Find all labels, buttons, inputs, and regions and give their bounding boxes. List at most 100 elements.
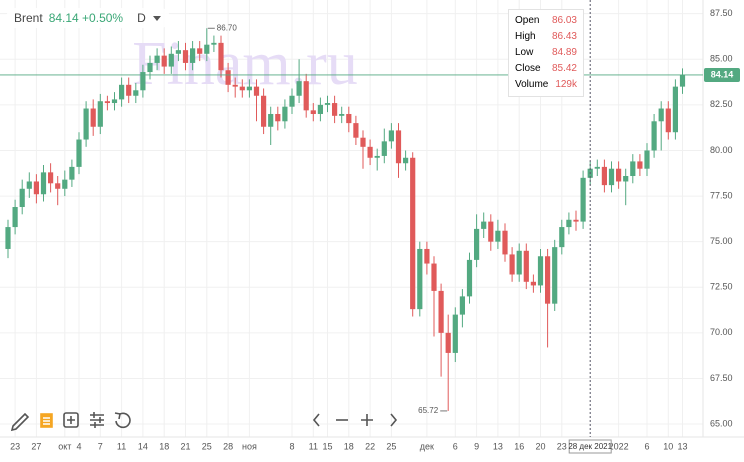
candle-body <box>197 48 203 54</box>
y-tick-label: 77.50 <box>710 190 733 200</box>
candle-body <box>403 157 409 164</box>
candle-body <box>90 108 96 127</box>
x-tick-label: 23 <box>557 441 567 451</box>
candle-body <box>594 166 600 169</box>
y-tick-label: 75.00 <box>710 236 733 246</box>
tooltip-label: Volume <box>515 79 549 90</box>
candle-body <box>367 146 373 158</box>
candle-body <box>204 44 210 54</box>
y-tick-label: 80.00 <box>710 145 733 155</box>
candle-body <box>253 86 260 96</box>
x-tick-label: 11 <box>117 441 126 451</box>
tooltip-row: Volume 129k <box>509 77 583 93</box>
x-tick-label: 2022 <box>609 441 629 451</box>
notes-tool[interactable] <box>40 413 53 428</box>
candle-body <box>459 296 465 315</box>
candle-body <box>154 55 160 63</box>
candle-body <box>679 74 686 87</box>
last-price-label: 84.14 <box>711 69 734 79</box>
y-tick-label: 67.50 <box>710 373 733 383</box>
symbol-header[interactable]: Brent 84.14 +0.50% D <box>6 8 170 28</box>
zoom-in[interactable] <box>361 414 373 426</box>
candle-body <box>388 130 394 142</box>
candle-body <box>608 168 615 186</box>
pencil-tool[interactable] <box>10 412 30 432</box>
candle-body <box>623 176 629 182</box>
reset-tool[interactable] <box>114 412 131 429</box>
tooltip-row: Low 84.89 <box>509 45 583 61</box>
candle-body <box>62 179 68 189</box>
y-tick-label: 87.50 <box>710 8 733 18</box>
symbol: Brent <box>14 11 43 25</box>
candle-body <box>69 166 75 180</box>
candle-body <box>537 256 544 286</box>
settings-tool[interactable] <box>90 412 104 428</box>
tooltip-row: High 86.43 <box>509 29 583 45</box>
candle-body <box>395 130 402 164</box>
candle-body <box>175 50 181 54</box>
candle-body <box>76 139 82 167</box>
y-tick-label: 85.00 <box>710 54 733 64</box>
y-tick-label: 82.50 <box>710 99 733 109</box>
x-tick-label: 11 <box>309 441 318 451</box>
candles <box>5 28 686 411</box>
candle-body <box>438 290 444 333</box>
candle-body <box>559 227 565 248</box>
x-tick-label: 13 <box>677 441 687 451</box>
tooltip-label: Low <box>515 47 534 58</box>
low-annotation: 65.72 <box>418 406 439 415</box>
candle-body <box>296 81 302 96</box>
candle-body <box>502 230 508 255</box>
candle-body <box>282 106 288 122</box>
candle-body <box>339 113 345 116</box>
x-tick-label: 23 <box>10 441 20 451</box>
candle-body <box>530 281 536 286</box>
candle-body <box>232 84 238 87</box>
tooltip-label: Close <box>515 63 541 74</box>
candle-body <box>5 227 11 249</box>
x-tick-label: окт <box>58 441 71 451</box>
candle-body <box>651 121 657 151</box>
candle-body <box>48 172 54 184</box>
candle-body <box>33 181 39 195</box>
candle-body <box>637 161 643 169</box>
candle-body <box>431 263 437 291</box>
candle-body <box>239 86 245 91</box>
candle-body <box>360 137 366 147</box>
tooltip-row: Close 85.42 <box>509 61 583 77</box>
x-tick-label: 20 <box>535 441 545 451</box>
candle-body <box>324 103 331 105</box>
candle-body <box>55 183 61 189</box>
candle-body <box>658 108 664 122</box>
tooltip-value: 86.03 <box>551 15 577 26</box>
dropdown-arrow[interactable] <box>152 14 162 22</box>
y-tick-label: 65.00 <box>710 418 733 428</box>
price-change: 84.14 +0.50% <box>48 11 124 25</box>
candle-body <box>133 90 139 96</box>
x-tick-label: 18 <box>344 441 354 451</box>
candle-body <box>672 86 678 133</box>
candle-body <box>665 108 671 133</box>
candle-body <box>111 99 118 104</box>
interval[interactable]: D <box>137 11 146 25</box>
x-tick-label: 27 <box>31 441 41 451</box>
candle-body <box>509 254 515 275</box>
candle-body <box>83 108 89 140</box>
x-tick-label: 22 <box>365 441 375 451</box>
scroll-left[interactable] <box>312 413 320 427</box>
candle-body <box>381 141 387 156</box>
candle-body <box>268 113 274 127</box>
candle-body <box>523 250 529 282</box>
candle-body <box>12 207 18 228</box>
x-tick-label: 9 <box>474 441 479 451</box>
x-tick-label: 7 <box>98 441 103 451</box>
candle-body <box>261 95 267 127</box>
toolbar <box>10 412 398 432</box>
tooltip-value: 86.43 <box>551 31 577 42</box>
candle-body <box>225 70 231 85</box>
x-tick-label: 8 <box>289 441 294 451</box>
add-tool[interactable] <box>63 412 79 428</box>
candle-body <box>168 53 174 67</box>
scroll-right[interactable] <box>390 413 398 427</box>
